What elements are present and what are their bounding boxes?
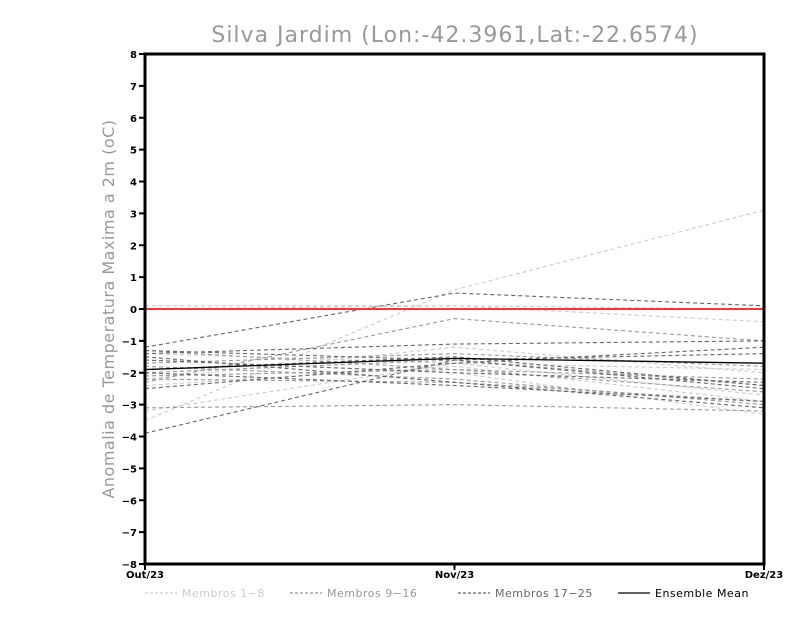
- x-tick-label: Out/23: [126, 570, 164, 581]
- y-tick-label: −5: [122, 464, 137, 475]
- x-tick-label: Dez/23: [745, 570, 784, 581]
- ensemble-mean-line: [144, 357, 765, 371]
- member-line-3-3: [144, 340, 765, 355]
- member-line-2-1: [144, 318, 765, 383]
- y-tick-label: 2: [130, 241, 137, 252]
- chart-title: Silva Jardim (Lon:-42.3961,Lat:-22.6574): [211, 23, 698, 48]
- y-tick-label: −7: [122, 528, 137, 539]
- y-tick-label: 4: [130, 178, 137, 189]
- member-line-1-6: [145, 305, 765, 310]
- member-line-3-5: [144, 356, 765, 387]
- y-tick-label: 5: [130, 146, 137, 157]
- y-tick-label: −2: [122, 369, 137, 380]
- member-line-3-7: [144, 359, 765, 383]
- y-tick-label: 7: [130, 82, 137, 93]
- y-axis-label: Anomalia de Temperatura Maxima a 2m (oC): [99, 119, 118, 498]
- y-tick-label: −6: [122, 496, 137, 507]
- y-ticks: 8 7 6 5 4 3 2 1 0 −1 −2 −3 −4 −5 −6 −7 −8: [122, 50, 145, 571]
- y-tick-label: −8: [122, 560, 137, 571]
- y-tick-label: 6: [130, 114, 137, 125]
- y-tick-label: 1: [130, 273, 137, 284]
- member-line-2-5: [144, 365, 765, 406]
- member-line-1-8: [144, 362, 765, 412]
- y-tick-label: −3: [122, 401, 137, 412]
- plot-lines: [144, 209, 765, 434]
- member-line-3-1: [144, 292, 765, 348]
- legend-label: Membros 9−16: [327, 587, 417, 600]
- member-line-2-6: [144, 369, 765, 380]
- x-ticks: Out/23 Nov/23 Dez/23: [126, 564, 783, 581]
- y-tick-label: 0: [130, 305, 137, 316]
- legend-label: Membros 1−8: [182, 587, 265, 600]
- legend-label: Ensemble Mean: [655, 587, 749, 600]
- member-line-3-9: [144, 349, 765, 390]
- member-line-1-1: [144, 209, 765, 422]
- member-line-2-3: [144, 404, 765, 412]
- x-tick-label: Nov/23: [435, 570, 474, 581]
- member-line-3-6: [144, 346, 765, 390]
- y-tick-label: −4: [122, 433, 137, 444]
- y-tick-label: 3: [130, 209, 137, 220]
- member-line-2-7: [144, 353, 765, 367]
- legend: Membros 1−8 Membros 9−16 Membros 17−25 Ense…: [145, 587, 749, 600]
- member-line-1-4: [144, 365, 765, 402]
- member-line-1-3: [144, 346, 765, 380]
- y-tick-label: −1: [122, 337, 137, 348]
- member-line-3-8: [144, 372, 765, 402]
- legend-label: Membros 17−25: [495, 587, 593, 600]
- y-tick-label: 8: [130, 50, 137, 61]
- member-line-3-4: [144, 356, 765, 409]
